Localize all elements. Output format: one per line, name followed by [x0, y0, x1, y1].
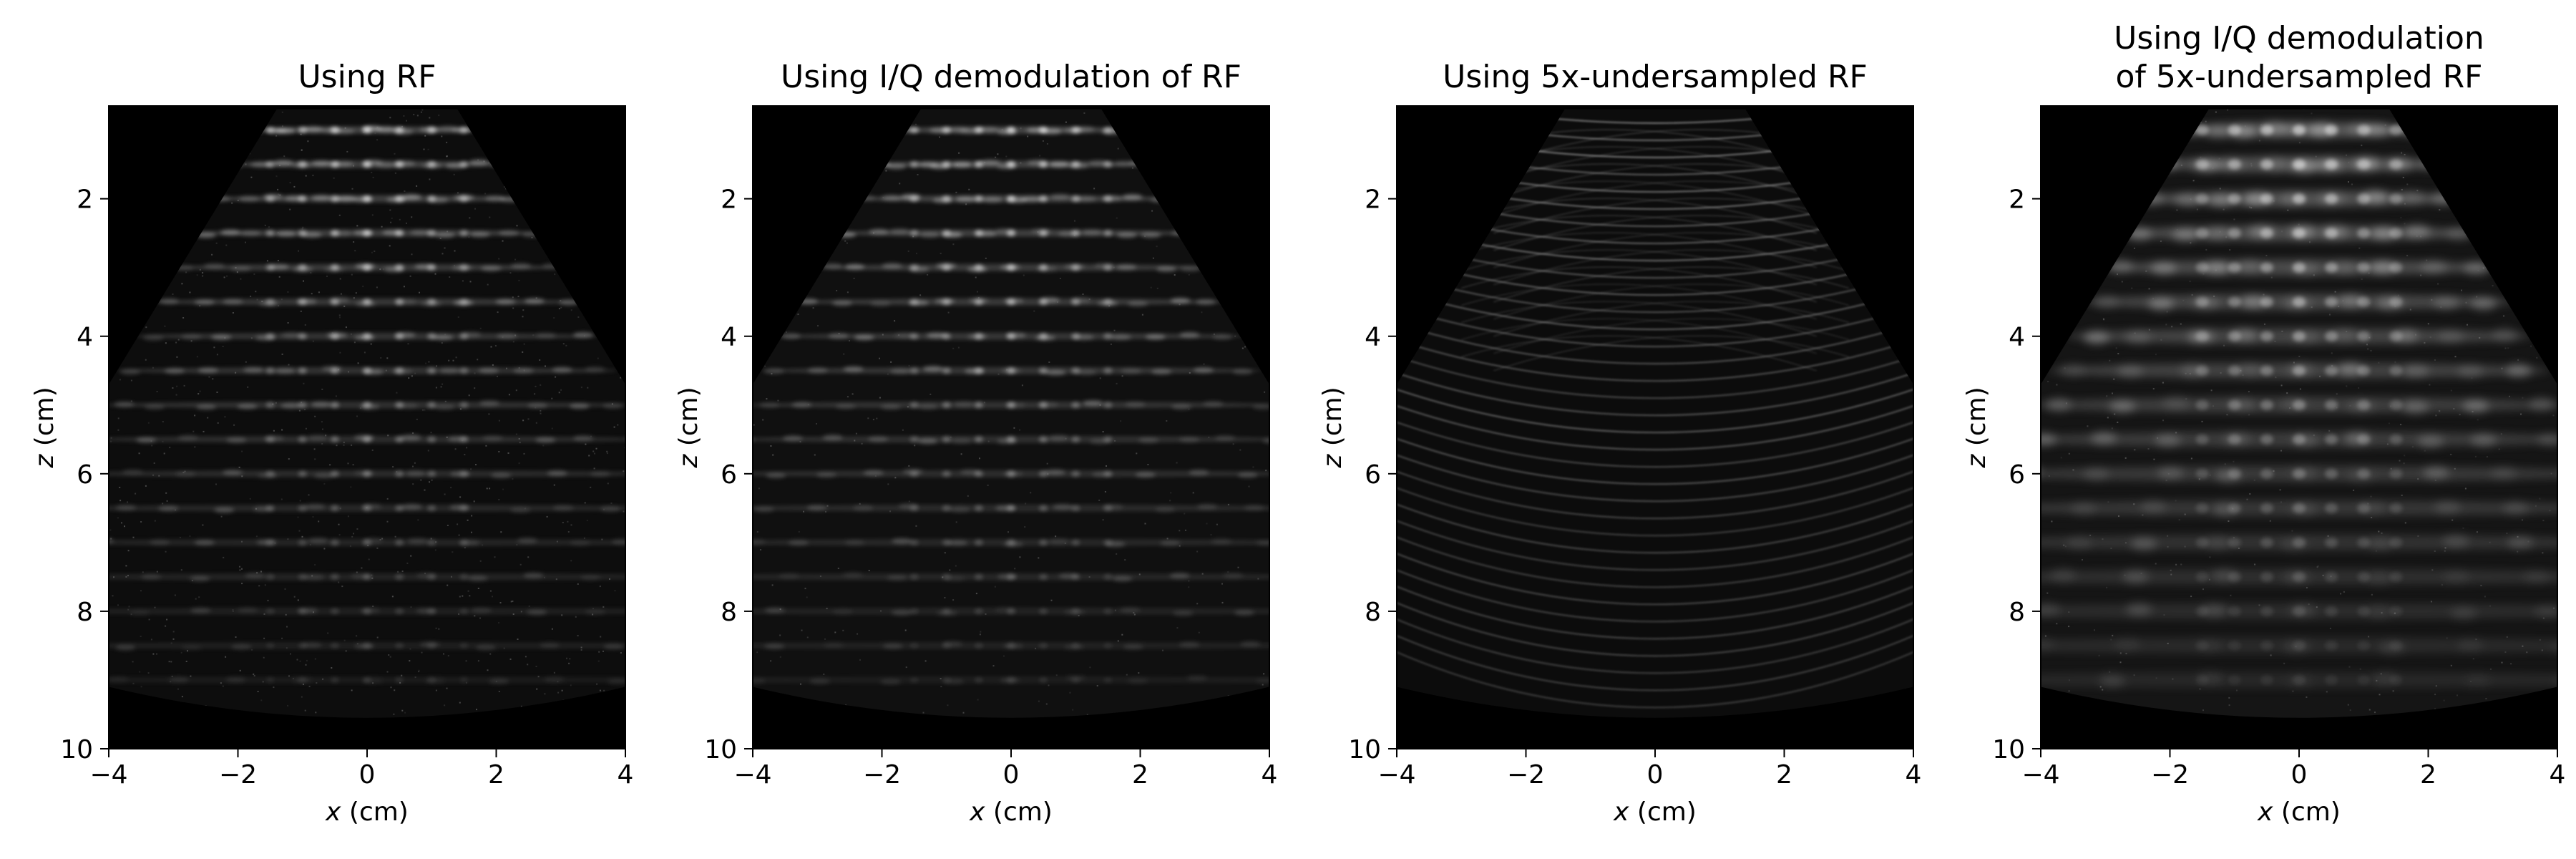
panel-title: Using I/Q demodulation of RF — [781, 59, 1241, 95]
panel-4: −4 −2 0 2 4 2 4 6 8 10 x (cm) z (cm) Using I/Q demod… — [1962, 20, 2566, 827]
x-tick-label: −2 — [1507, 760, 1545, 790]
panel-title: Using I/Q demodulation — [2114, 20, 2484, 57]
y-tick-label: 8 — [1365, 598, 1381, 627]
x-tick-label: 0 — [1003, 760, 1020, 790]
x-tick-label: 0 — [2291, 760, 2308, 790]
fan-region — [109, 109, 625, 718]
panel-title: of 5x-undersampled RF — [2116, 59, 2483, 95]
y-tick-label: 2 — [2009, 185, 2025, 215]
x-tick-label: −4 — [89, 760, 127, 790]
y-tick-label: 6 — [1365, 460, 1381, 490]
x-axis-label: x (cm) — [2257, 797, 2341, 827]
x-tick-label: 4 — [618, 760, 634, 790]
y-axis-label: z (cm) — [1318, 387, 1347, 468]
y-tick-label: 2 — [721, 185, 737, 215]
x-tick-label: −4 — [2021, 760, 2059, 790]
y-tick-label: 10 — [60, 735, 93, 765]
y-tick-label: 6 — [721, 460, 737, 490]
x-tick-label: −2 — [2151, 760, 2189, 790]
fan-region — [753, 109, 1269, 718]
x-axis-label: x (cm) — [969, 797, 1053, 827]
y-tick-label: 6 — [2009, 460, 2025, 490]
y-tick-label: 10 — [704, 735, 737, 765]
x-tick-label: −4 — [1377, 760, 1415, 790]
x-tick-label: 0 — [1647, 760, 1664, 790]
y-tick-label: 10 — [1348, 735, 1381, 765]
y-tick-label: 8 — [77, 598, 93, 627]
x-tick-label: 4 — [2550, 760, 2566, 790]
y-axis-label: z (cm) — [30, 387, 59, 468]
y-tick-label: 4 — [721, 323, 737, 352]
panel-title: Using 5x-undersampled RF — [1443, 59, 1868, 95]
x-tick-label: 2 — [2420, 760, 2436, 790]
y-tick-label: 6 — [77, 460, 93, 490]
x-tick-label: 2 — [1776, 760, 1792, 790]
y-tick-label: 10 — [1992, 735, 2025, 765]
x-tick-label: 0 — [359, 760, 376, 790]
x-tick-label: −2 — [863, 760, 901, 790]
y-tick-label: 8 — [721, 598, 737, 627]
x-tick-label: −4 — [733, 760, 771, 790]
y-tick-label: 2 — [1365, 185, 1381, 215]
y-axis-label: z (cm) — [674, 387, 703, 468]
y-tick-label: 8 — [2009, 598, 2025, 627]
fan-region — [1397, 109, 1913, 718]
y-axis-label: z (cm) — [1962, 387, 1991, 468]
y-tick-label: 4 — [1365, 323, 1381, 352]
ultrasound-image — [753, 109, 1269, 718]
panel-2: −4 −2 0 2 4 2 4 6 8 10 x (cm) z (cm) Using I/Q demod… — [674, 59, 1278, 827]
panel-title: Using RF — [298, 59, 436, 95]
x-tick-label: −2 — [219, 760, 257, 790]
x-tick-label: 2 — [488, 760, 504, 790]
y-tick-label: 2 — [77, 185, 93, 215]
panel-1: −4 −2 0 2 4 2 4 6 8 10 x (cm) z (cm) Using RF — [30, 59, 634, 827]
x-tick-label: 4 — [1906, 760, 1922, 790]
ultrasound-image — [2041, 109, 2557, 718]
panel-3: −4 −2 0 2 4 2 4 6 8 10 x (cm) z (cm) Using 5x-unders… — [1318, 59, 1922, 827]
x-tick-label: 2 — [1132, 760, 1148, 790]
x-axis-label: x (cm) — [1613, 797, 1697, 827]
ultrasound-image — [109, 109, 625, 718]
y-tick-label: 4 — [77, 323, 93, 352]
x-tick-label: 4 — [1262, 760, 1278, 790]
x-axis-label: x (cm) — [325, 797, 409, 827]
y-tick-label: 4 — [2009, 323, 2025, 352]
